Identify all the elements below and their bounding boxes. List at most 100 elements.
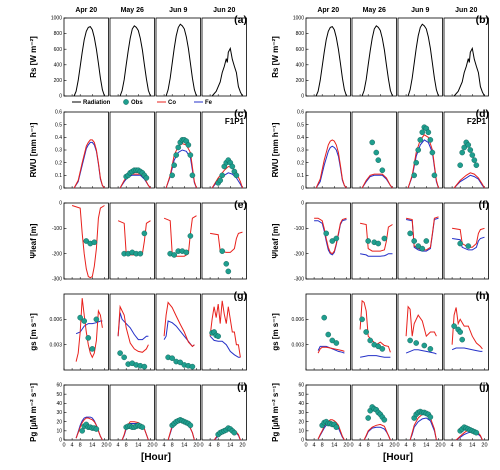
subplot-Pg-3 (201, 384, 247, 441)
subplot-Psi-3 (201, 202, 247, 280)
subplot-frame (397, 293, 443, 371)
subplot-Rs-3 (201, 17, 247, 97)
fe-line (453, 174, 485, 189)
obs-point (363, 329, 369, 335)
column-title: Jun 9 (411, 7, 429, 14)
x-tick-label: 4 (405, 443, 408, 449)
x-tick-label: 4 (313, 443, 316, 449)
obs-point (89, 346, 96, 352)
panel-letter: (h) (476, 290, 489, 302)
obs-point (173, 152, 180, 158)
obs-point (359, 316, 365, 323)
subplot-Psi-1 (109, 202, 155, 280)
co-line (405, 305, 437, 338)
obs-point (79, 428, 86, 434)
obs-point (169, 355, 175, 361)
obs-point (457, 162, 463, 168)
subplot-RWU-0 (63, 111, 109, 189)
fe-line (314, 219, 347, 256)
x-tick-label: 0 (442, 443, 445, 449)
x-tick-label: 0 (62, 443, 65, 449)
obs-point (461, 144, 468, 151)
y-tick-label: 0 (59, 186, 62, 192)
y-tick-label: 0.6 (55, 110, 62, 116)
obs-point (223, 260, 230, 267)
plot-name: F1P1 (225, 117, 245, 126)
y-tick-label: -200 (294, 251, 304, 257)
co-line (75, 298, 103, 362)
obs-point (233, 172, 240, 179)
obs-point (217, 177, 224, 184)
subplot-gs-1 (351, 293, 397, 371)
subplot-Psi-2 (397, 202, 443, 280)
y-tick-label: 40 (298, 401, 304, 407)
subplot-Psi-2 (155, 202, 201, 280)
obs-point (141, 230, 148, 237)
obs-point (419, 129, 426, 136)
subplot-RWU-3 (201, 111, 247, 189)
y-tick-label: 0.1 (55, 173, 62, 179)
x-tick-label: 20 (147, 443, 153, 449)
y-axis-label: RWU [mm h⁻¹] (271, 122, 280, 177)
x-axis-label: [Hour] (383, 452, 413, 463)
subplot-gs-0 (305, 293, 351, 371)
co-line (452, 227, 485, 248)
obs-point (121, 354, 127, 361)
y-tick-label: 30 (56, 410, 62, 416)
co-line (407, 134, 439, 189)
subplot-Pg-0 (305, 384, 351, 441)
subplot-Psi-1 (351, 202, 397, 280)
co-line (314, 217, 347, 255)
x-tick-label: 4 (71, 443, 74, 449)
obs-point (407, 337, 413, 344)
subplot-frame (351, 384, 397, 441)
y-tick-label: 20 (298, 419, 304, 425)
x-tick-label: 8 (217, 443, 220, 449)
obs-point (429, 149, 436, 156)
subplot-frame (155, 384, 201, 441)
y-tick-label: 0 (301, 186, 304, 192)
subplot-RWU-3 (443, 111, 489, 189)
y-tick-label: -100 (294, 226, 304, 232)
y-tick-label: 1000 (51, 16, 62, 22)
co-line (363, 423, 391, 441)
subplot-frame (63, 202, 109, 280)
subplot-Pg-2 (397, 384, 443, 441)
radiation-line (315, 25, 347, 97)
obs-point (471, 157, 478, 163)
obs-point (419, 245, 426, 252)
y-tick-label: 40 (56, 401, 62, 407)
y-axis-label: gs [m s⁻¹] (29, 313, 38, 351)
subplot-frame (63, 111, 109, 189)
radiation-line (211, 46, 243, 97)
x-tick-label: 20 (193, 443, 199, 449)
y-tick-label: 400 (296, 62, 305, 68)
obs-point (187, 422, 194, 429)
obs-point (413, 159, 420, 166)
column-title: Jun 20 (213, 7, 235, 14)
obs-point (141, 363, 148, 370)
y-axis-label: Ψleaf [m] (271, 223, 280, 258)
subplot-frame (155, 17, 201, 97)
panel-letter: (g) (234, 290, 247, 302)
x-tick-label: 20 (481, 443, 487, 449)
co-line (117, 220, 151, 256)
x-tick-label: 8 (413, 443, 416, 449)
obs-point (451, 323, 457, 329)
y-axis-label: gs [m s⁻¹] (271, 313, 280, 351)
fe-line (360, 253, 393, 257)
subplot-frame (397, 17, 443, 97)
x-tick-label: 4 (451, 443, 454, 449)
subplot-frame (397, 202, 443, 280)
obs-point (411, 238, 417, 244)
y-axis-label: Rs [W m⁻²] (29, 36, 38, 78)
co-line (121, 421, 149, 441)
y-tick-label: 800 (296, 31, 305, 37)
obs-point (229, 163, 236, 170)
x-tick-label: 0 (304, 443, 307, 449)
panel-letter: (j) (479, 381, 489, 393)
x-tick-label: 0 (396, 443, 399, 449)
obs-point (459, 149, 466, 156)
subplot-frame (351, 293, 397, 371)
